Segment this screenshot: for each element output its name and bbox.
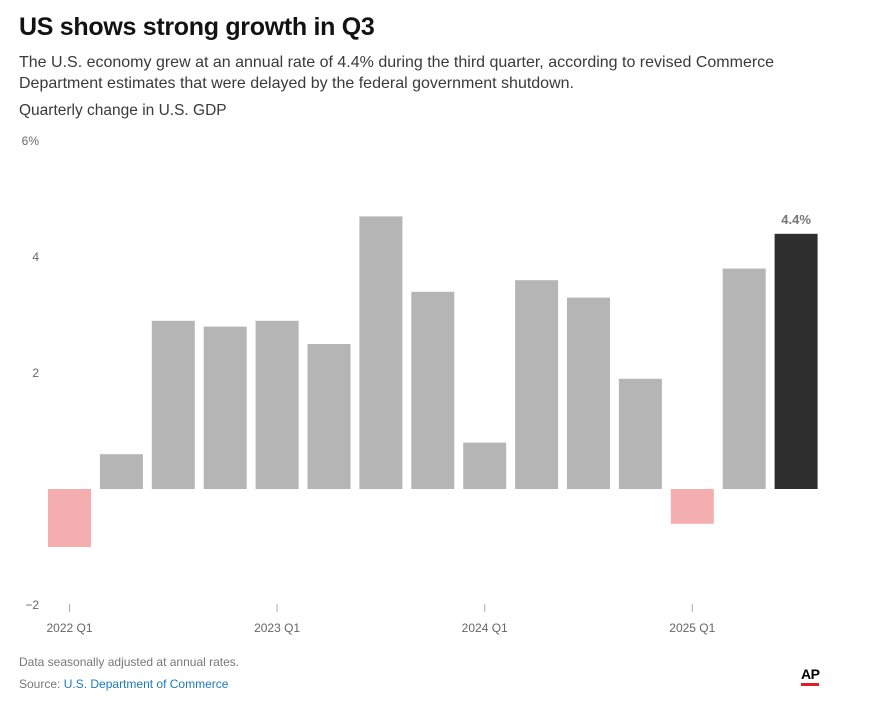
bar-2023-q1 <box>255 320 299 489</box>
bar-2024-q1 <box>463 442 507 489</box>
y-tick-label: 2 <box>32 366 39 380</box>
bar-2023-q2 <box>307 344 351 489</box>
bar-2024-q4 <box>618 378 662 489</box>
chart-subtitle: The U.S. economy grew at an annual rate … <box>19 54 775 92</box>
x-tick-label: 2024 Q1 <box>462 621 508 635</box>
bar-2024-q3 <box>567 297 610 489</box>
bar-2025-q3 <box>774 233 818 489</box>
y-tick-label: −2 <box>25 598 39 612</box>
ap-logo-underline <box>801 683 819 686</box>
bar-chart: −2 2 4 6% 2022 Q1 2023 Q1 2024 Q1 2025 Q1 4.4% <box>22 134 818 635</box>
bar-2024-q2 <box>515 280 559 489</box>
x-tick-label: 2025 Q1 <box>669 621 715 635</box>
annotations: 4.4% <box>781 212 811 227</box>
bar-2023-q4 <box>411 291 455 489</box>
source-line: Source: U.S. Department of Commerce <box>19 677 228 691</box>
source-link[interactable]: U.S. Department of Commerce <box>63 677 229 691</box>
x-tick-label: 2023 Q1 <box>254 621 300 635</box>
bar-2023-q3 <box>359 216 403 489</box>
source-prefix: Source: <box>19 677 64 691</box>
bar-2022-q3 <box>151 320 195 489</box>
bar-2022-q1 <box>48 489 91 547</box>
data-note: Data seasonally adjusted at annual rates… <box>19 655 240 669</box>
value-label: 4.4% <box>781 212 811 227</box>
bar-2022-q2 <box>99 454 143 489</box>
bars <box>48 216 818 547</box>
y-tick-label: 6% <box>22 134 40 148</box>
chart-label: Quarterly change in U.S. GDP <box>19 102 227 119</box>
ap-logo-text: AP <box>801 666 820 682</box>
y-tick-label: 4 <box>32 250 39 264</box>
ap-logo: AP <box>801 666 820 686</box>
bar-2025-q1 <box>670 489 714 524</box>
x-axis: 2022 Q1 2023 Q1 2024 Q1 2025 Q1 <box>46 604 716 635</box>
x-tick-label: 2022 Q1 <box>46 621 92 635</box>
y-axis: −2 2 4 6% <box>22 134 40 612</box>
bar-2022-q4 <box>203 326 247 489</box>
bar-2025-q2 <box>722 268 766 489</box>
chart-title: US shows strong growth in Q3 <box>19 13 375 41</box>
